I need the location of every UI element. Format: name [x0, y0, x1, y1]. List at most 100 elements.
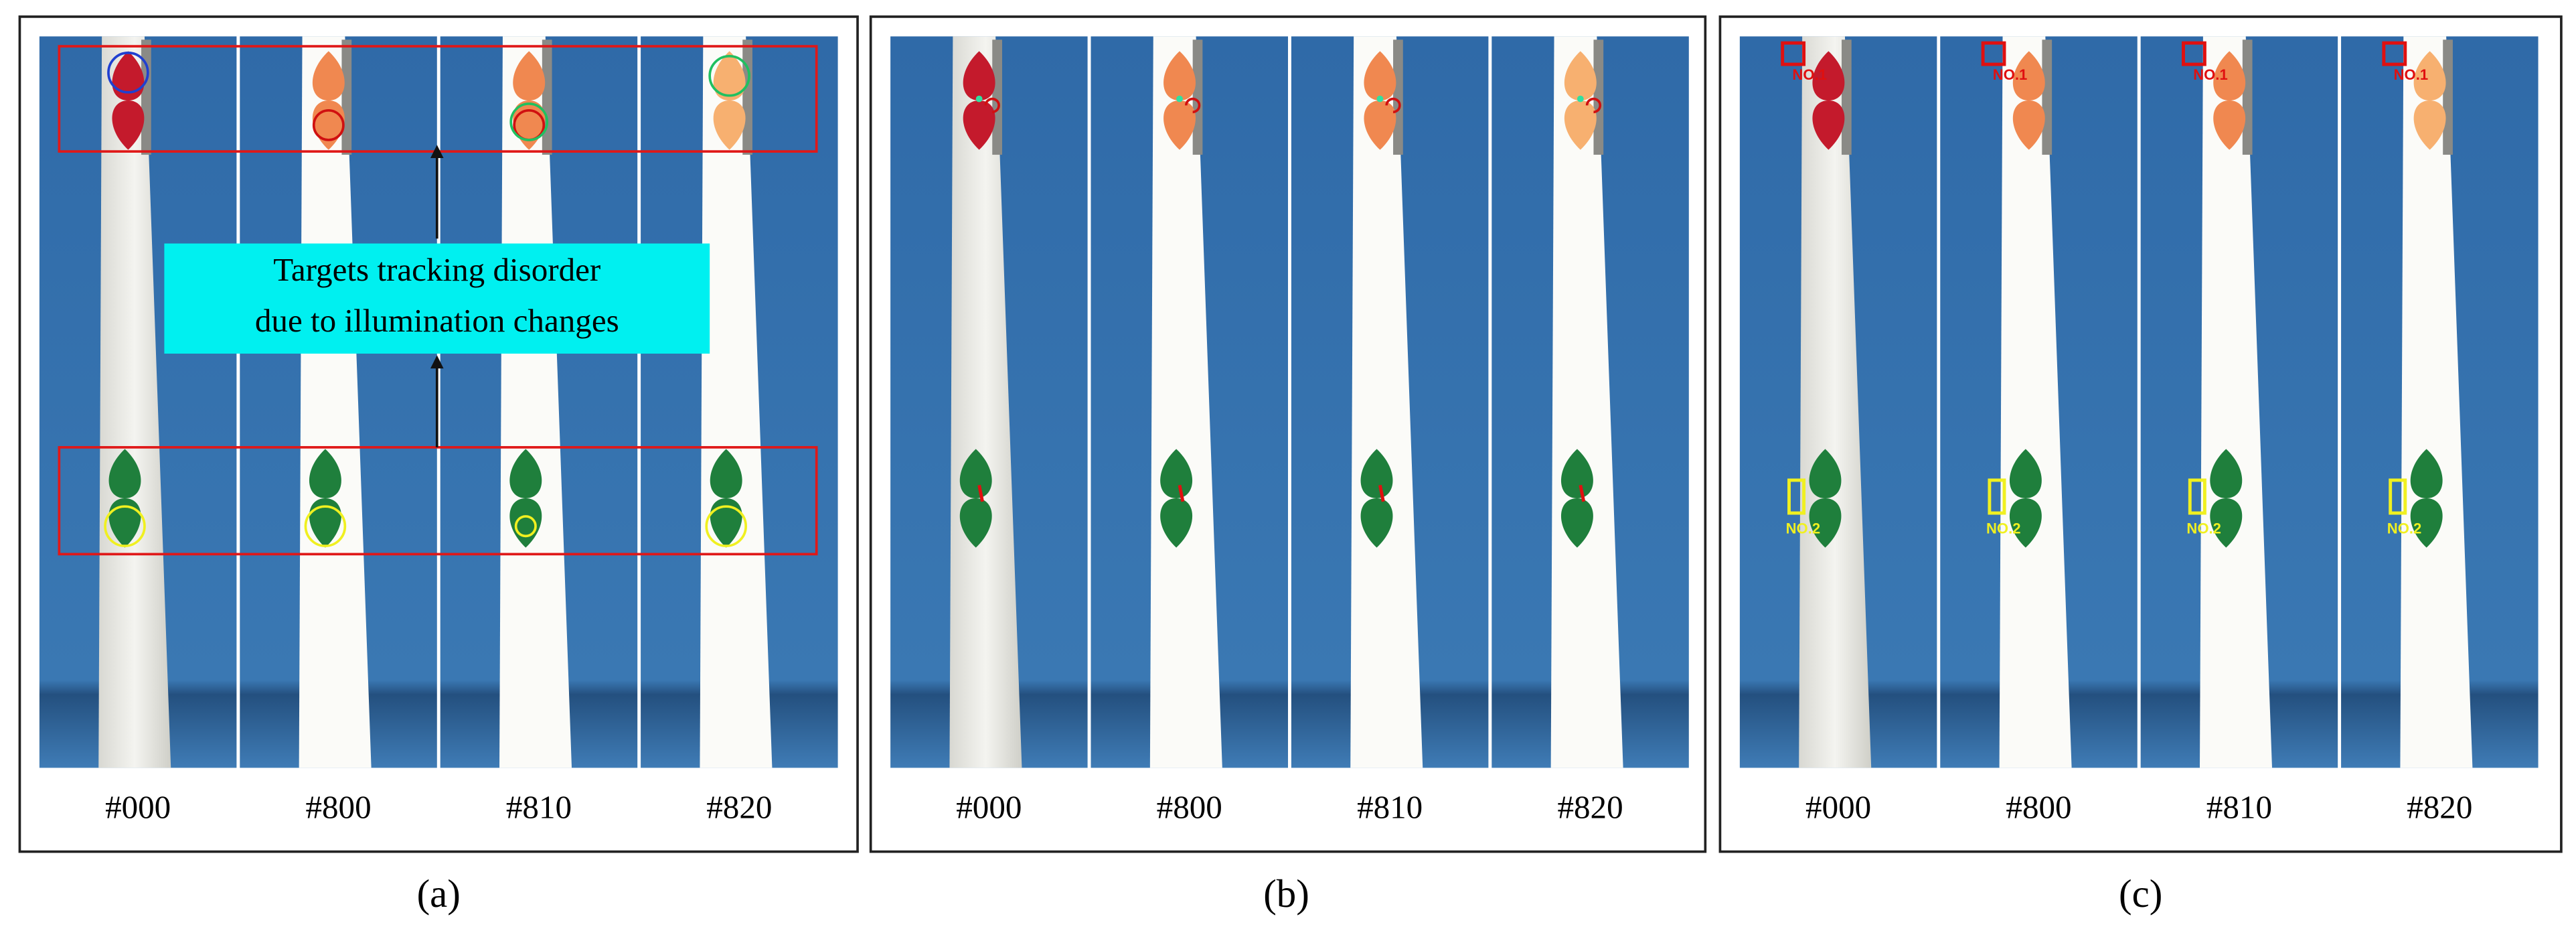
target-drop: [2213, 100, 2246, 150]
target-label: NO.1: [1792, 66, 1827, 83]
bracket: [141, 40, 151, 155]
box-no2: [2389, 478, 2407, 515]
target-drop: [1564, 51, 1597, 101]
box-no1: [1981, 41, 2006, 66]
bracket: [2443, 40, 2453, 155]
photo: NO.1 NO.2: [2341, 36, 2539, 768]
track-mark: [1185, 97, 1201, 114]
photo: NO.1 NO.2: [1940, 36, 2138, 768]
track-mark: [1577, 95, 1584, 102]
bracket: [542, 40, 552, 155]
bracket: [992, 40, 1002, 155]
track-mark: [984, 97, 1000, 114]
target-label: NO.1: [2193, 66, 2228, 83]
target-drop: [1812, 100, 1845, 150]
box-no1: [2382, 41, 2407, 66]
strip: [1350, 36, 1423, 768]
frame-label: #820: [1557, 788, 1623, 825]
target-drop: [509, 498, 542, 548]
target-drop: [1163, 51, 1196, 101]
box-no2: [2188, 478, 2206, 515]
target-drop: [1360, 498, 1393, 548]
track-circle: [708, 54, 750, 97]
target-drop: [2009, 498, 2042, 548]
frame-label: #000: [105, 788, 171, 825]
track-circle: [104, 505, 146, 547]
track-circle: [705, 505, 747, 547]
strip: [1799, 36, 1872, 768]
track-mark: [1579, 484, 1586, 502]
photo: [39, 36, 237, 768]
strip: [2400, 36, 2473, 768]
frame-label: #000: [1805, 788, 1871, 825]
strip: [499, 36, 572, 768]
target-label: NO.2: [2186, 520, 2221, 536]
strip: [299, 36, 372, 768]
target-drop: [2410, 498, 2443, 548]
frame-label: #820: [2407, 788, 2472, 825]
track-circle: [304, 505, 347, 547]
strip: [98, 36, 171, 768]
target-drop: [309, 449, 341, 498]
annotation: Targets tracking disorder: [273, 251, 600, 288]
target-drop: [1812, 51, 1845, 101]
target-drop: [2213, 51, 2246, 101]
frame-label: #800: [1157, 788, 1222, 825]
target-label: NO.1: [2394, 66, 2429, 83]
panel-label: (b): [1263, 872, 1309, 916]
annotation: due to illumination changes: [255, 302, 619, 339]
track-mark: [977, 484, 984, 502]
target-drop: [959, 449, 992, 498]
box-no2: [1988, 478, 2006, 515]
photo: NO.1 NO.2: [1739, 36, 1937, 768]
annotation-box: [164, 243, 710, 354]
bracket: [1393, 40, 1403, 155]
photo: [890, 36, 1088, 768]
target-drop: [513, 51, 546, 101]
bracket: [1842, 40, 1852, 155]
target-drop: [112, 100, 145, 150]
target-drop: [2413, 51, 2446, 101]
frame-label: #000: [956, 788, 1022, 825]
target-drop: [2210, 449, 2243, 498]
target-drop: [108, 498, 141, 548]
bracket: [742, 40, 752, 155]
track-circle: [514, 515, 537, 538]
target-drop: [312, 51, 345, 101]
arrow-head: [430, 145, 444, 158]
target-drop: [2012, 100, 2045, 150]
photo: NO.1 NO.2: [2140, 36, 2338, 768]
target-drop: [963, 100, 995, 150]
bracket: [2242, 40, 2253, 155]
track-mark: [1378, 484, 1385, 502]
track-mark: [1176, 95, 1183, 102]
target-drop: [2413, 100, 2446, 150]
target-drop: [1560, 498, 1593, 548]
strip: [2200, 36, 2272, 768]
target-drop: [112, 51, 145, 101]
frame-label: #800: [305, 788, 371, 825]
bracket: [341, 40, 352, 155]
target-drop: [2012, 51, 2045, 101]
photo: [240, 36, 437, 768]
panel-label: (a): [417, 872, 461, 916]
target-drop: [713, 100, 746, 150]
target-label: NO.2: [2387, 520, 2422, 536]
panel-border: [18, 15, 859, 853]
bracket: [1192, 40, 1203, 155]
box-no1: [1781, 41, 1806, 66]
target-drop: [1564, 100, 1597, 150]
arrow-head: [430, 355, 444, 369]
strip: [1149, 36, 1222, 768]
photo: [1492, 36, 1689, 768]
strip: [700, 36, 773, 768]
box-no1: [2182, 41, 2206, 66]
target-drop: [963, 51, 995, 101]
target-drop: [959, 498, 992, 548]
target-drop: [1160, 498, 1193, 548]
frame-label: #810: [2206, 788, 2272, 825]
frame-label: #800: [2006, 788, 2071, 825]
target-drop: [1809, 449, 1842, 498]
